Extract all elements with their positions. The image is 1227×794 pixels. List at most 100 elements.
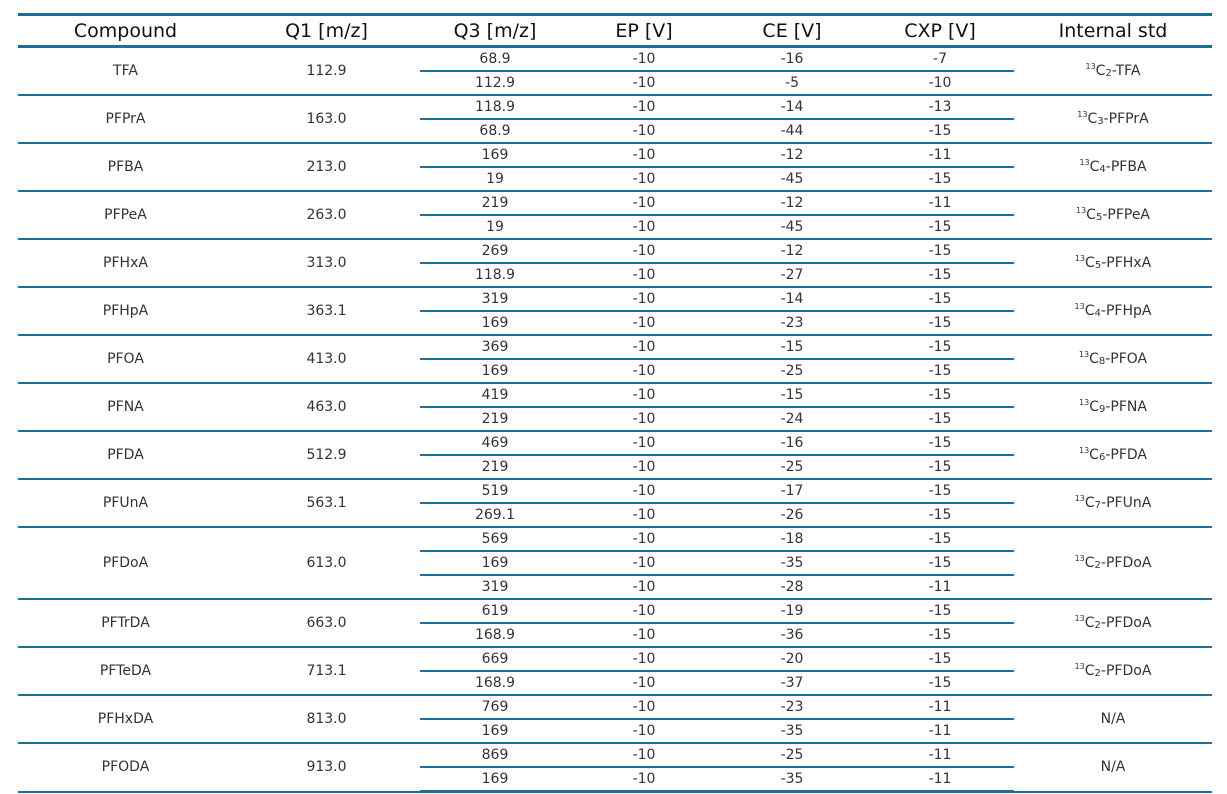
- ep-cell: -10: [570, 191, 718, 216]
- q3-cell: 569: [420, 527, 570, 552]
- internal-std-cell: 13C5-PFHxA: [1014, 239, 1212, 288]
- element-symbol: C: [1084, 555, 1095, 571]
- q3-cell: 269: [420, 239, 570, 264]
- internal-std-cell: 13C2-PFDoA: [1014, 527, 1212, 600]
- table-row: 269.1 -10 -26 -15: [18, 503, 1212, 528]
- q1-cell: 913.0: [233, 743, 420, 793]
- ce-cell: -25: [718, 743, 866, 768]
- q3-cell: 169: [420, 359, 570, 384]
- ep-cell: -10: [570, 743, 718, 768]
- internal-std-cell: 13C2-PFDoA: [1014, 599, 1212, 648]
- ce-cell: -26: [718, 503, 866, 528]
- table-row: PFPrA 163.0 118.9 -10 -14 -13 13C3-PFPrA: [18, 95, 1212, 144]
- internal-std-cell: 13C4-PFHpA: [1014, 287, 1212, 336]
- table-row: 319 -10 -28 -11: [18, 575, 1212, 600]
- atom-count-subscript: 4: [1094, 308, 1101, 319]
- ce-cell: -24: [718, 407, 866, 432]
- cxp-cell: -15: [866, 431, 1014, 456]
- col-header-ep: EP [V]: [570, 13, 718, 48]
- ce-cell: -15: [718, 383, 866, 408]
- internal-std-name: -PFOA: [1105, 351, 1148, 367]
- q3-cell: 269.1: [420, 503, 570, 528]
- ep-cell: -10: [570, 46, 718, 72]
- internal-std-name: -PFUnA: [1101, 495, 1152, 511]
- ce-cell: -25: [718, 359, 866, 384]
- ce-cell: -35: [718, 719, 866, 744]
- table-row: PFUnA 563.1 519 -10 -17 -15 13C7-PFUnA: [18, 479, 1212, 528]
- ep-cell: -10: [570, 359, 718, 384]
- ce-cell: -12: [718, 239, 866, 264]
- compound-cell: PFUnA: [18, 479, 233, 528]
- ep-cell: -10: [570, 431, 718, 456]
- cxp-cell: -11: [866, 695, 1014, 720]
- table-row: PFBA 213.0 169 -10 -12 -11 13C4-PFBA: [18, 143, 1212, 192]
- element-symbol: C: [1089, 351, 1099, 367]
- ep-cell: -10: [570, 671, 718, 696]
- element-symbol: C: [1087, 111, 1098, 127]
- internal-std-cell: 13C5-PFPeA: [1014, 191, 1212, 240]
- cxp-cell: -15: [866, 167, 1014, 192]
- table-row: PFPeA 263.0 219 -10 -12 -11 13C5-PFPeA: [18, 191, 1212, 240]
- ep-cell: -10: [570, 455, 718, 480]
- cxp-cell: -15: [866, 239, 1014, 264]
- cxp-cell: -7: [866, 46, 1014, 72]
- q3-cell: 118.9: [420, 263, 570, 288]
- ce-cell: -35: [718, 551, 866, 576]
- isotope-mass-superscript: 13: [1078, 350, 1090, 359]
- cxp-cell: -15: [866, 551, 1014, 576]
- atom-count-subscript: 5: [1094, 260, 1102, 271]
- internal-std-cell: 13C2-TFA: [1014, 46, 1212, 96]
- cxp-cell: -15: [866, 671, 1014, 696]
- q3-cell: 112.9: [420, 71, 570, 96]
- isotope-mass-superscript: 13: [1079, 398, 1090, 407]
- ep-cell: -10: [570, 647, 718, 672]
- q1-cell: 613.0: [233, 527, 420, 600]
- ep-cell: -10: [570, 575, 718, 600]
- ce-cell: -12: [718, 143, 866, 168]
- ce-cell: -15: [718, 335, 866, 360]
- ep-cell: -10: [570, 239, 718, 264]
- cxp-cell: -10: [866, 71, 1014, 96]
- cxp-cell: -15: [866, 599, 1014, 624]
- compound-cell: PFNA: [18, 383, 233, 432]
- ce-cell: -17: [718, 479, 866, 504]
- cxp-cell: -15: [866, 455, 1014, 480]
- ce-cell: -5: [718, 71, 866, 96]
- q3-cell: 769: [420, 695, 570, 720]
- ce-cell: -23: [718, 311, 866, 336]
- q1-cell: 713.1: [233, 647, 420, 696]
- q3-cell: 219: [420, 455, 570, 480]
- q3-cell: 169: [420, 143, 570, 168]
- table-row: 169 -10 -23 -15: [18, 311, 1212, 336]
- table-row: PFDoA 613.0 569 -10 -18 -15 13C2-PFDoA: [18, 527, 1212, 600]
- ep-cell: -10: [570, 767, 718, 793]
- ep-cell: -10: [570, 407, 718, 432]
- q3-cell: 118.9: [420, 95, 570, 120]
- ce-cell: -23: [718, 695, 866, 720]
- ep-cell: -10: [570, 263, 718, 288]
- ep-cell: -10: [570, 71, 718, 96]
- col-header-cxp: CXP [V]: [866, 13, 1014, 48]
- ep-cell: -10: [570, 311, 718, 336]
- q3-cell: 169: [420, 551, 570, 576]
- internal-std-cell: N/A: [1014, 695, 1212, 744]
- compound-cell: PFHxDA: [18, 695, 233, 744]
- cxp-cell: -11: [866, 743, 1014, 768]
- cxp-cell: -15: [866, 311, 1014, 336]
- ep-cell: -10: [570, 623, 718, 648]
- table-row: 169 -10 -25 -15: [18, 359, 1212, 384]
- q3-cell: 169: [420, 311, 570, 336]
- internal-std-cell: 13C3-PFPrA: [1014, 95, 1212, 144]
- element-symbol: C: [1086, 207, 1096, 223]
- table-row: TFA 112.9 68.9 -10 -16 -7 13C2-TFA: [18, 46, 1212, 96]
- table-row: 112.9 -10 -5 -10: [18, 71, 1212, 96]
- ce-cell: -20: [718, 647, 866, 672]
- table-row: 19 -10 -45 -15: [18, 167, 1212, 192]
- q3-cell: 419: [420, 383, 570, 408]
- ep-cell: -10: [570, 335, 718, 360]
- compound-cell: PFPeA: [18, 191, 233, 240]
- q1-cell: 463.0: [233, 383, 420, 432]
- ep-cell: -10: [570, 215, 718, 240]
- compound-cell: TFA: [18, 46, 233, 96]
- q3-cell: 619: [420, 599, 570, 624]
